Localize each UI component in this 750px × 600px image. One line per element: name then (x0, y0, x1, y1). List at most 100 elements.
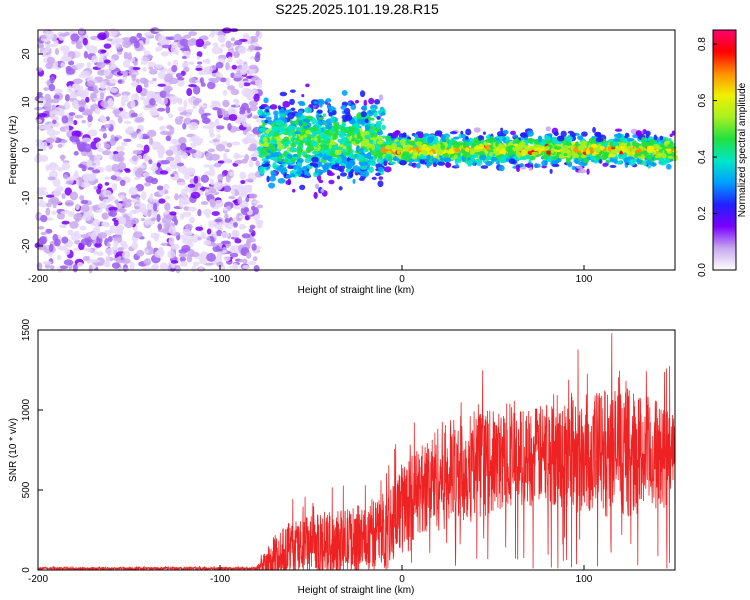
spectrogram-cell (356, 145, 360, 153)
spectrogram-cell (56, 167, 64, 172)
spectrogram-cell (233, 76, 242, 82)
spectrogram-cell (614, 128, 623, 132)
y-tick-label: -20 (21, 238, 32, 253)
spectrogram-cell (90, 231, 98, 241)
spectrogram-cell (103, 69, 111, 77)
spectrogram-cell (399, 160, 407, 166)
spectrogram-cell (296, 152, 302, 159)
spectrogram-cell (72, 78, 83, 84)
spectrogram-cell (188, 77, 197, 84)
spectrogram-cell (75, 62, 84, 70)
spectrogram-cell (270, 145, 275, 153)
spectrogram-cell (61, 220, 70, 225)
spectrogram-cell (52, 119, 57, 125)
spectrogram-cell (556, 135, 565, 142)
spectrogram-cell (245, 240, 251, 249)
spectrogram-cell (222, 99, 230, 108)
spectrogram-cell (226, 142, 233, 148)
spectrogram-cell (207, 81, 216, 90)
spectrogram-cell (293, 164, 298, 171)
spectrogram-cell (78, 176, 83, 186)
spectrogram-cell (519, 163, 524, 167)
spectrogram-cell (48, 162, 58, 171)
spectrogram-cell (666, 163, 672, 170)
spectrogram-cell (87, 114, 93, 123)
spectrogram-cell (302, 154, 311, 158)
spectrogram-cell (147, 209, 152, 218)
spectrogram-cell (142, 153, 149, 162)
spectrogram-cell (230, 88, 240, 96)
spectrogram-cell (119, 179, 126, 187)
spectrogram-cell (548, 157, 553, 162)
spectrogram-cell (465, 136, 469, 140)
spectrogram-cell (396, 149, 401, 155)
spectrogram-cell (208, 164, 214, 170)
spectrogram-cell (498, 164, 505, 172)
spectrogram-cell (83, 143, 92, 153)
spectrogram-cell (143, 144, 150, 154)
spectrogram-cell (73, 213, 83, 221)
spectrogram-cell (45, 44, 50, 53)
y-tick-label: 0 (21, 147, 32, 153)
spectrogram-cell (297, 147, 303, 153)
spectrogram-cell (414, 137, 420, 143)
spectrogram-cell (143, 50, 151, 57)
spectrogram-cell (87, 45, 98, 54)
spectrogram-cell (292, 188, 296, 193)
x-tick-label: 0 (399, 574, 405, 585)
spectrogram-cell (176, 182, 187, 186)
spectrogram-cell (136, 32, 143, 38)
spectrogram-cell (218, 222, 223, 230)
spectrogram-cell (352, 178, 356, 184)
spectrogram-cell (287, 109, 293, 113)
spectrogram-cell (297, 100, 305, 105)
spectrogram-cell (612, 138, 621, 142)
spectrogram-cell (190, 251, 200, 258)
spectrogram-cell (241, 87, 251, 97)
spectrogram-cell (146, 202, 154, 212)
spectrogram-cell (233, 51, 240, 59)
spectrogram-cell (618, 154, 625, 160)
spectrogram-cell (260, 103, 268, 108)
spectrogram-cell (649, 139, 656, 143)
spectrogram-cell (122, 60, 131, 68)
spectrogram-cell (63, 31, 70, 37)
spectrogram-cell (90, 172, 97, 180)
spectrogram-cell (152, 202, 158, 212)
spectrogram-cell (120, 258, 131, 264)
spectrogram-cell (80, 98, 86, 108)
spectrogram-cell (241, 233, 251, 239)
spectrogram-cell (243, 138, 249, 145)
spectrogram-cell (167, 250, 176, 259)
spectrogram-cell (285, 180, 292, 186)
spectrogram-cell (305, 83, 310, 88)
spectrogram-cell (210, 100, 221, 105)
spectrogram-cell (558, 154, 564, 158)
spectrogram-cell (526, 130, 534, 137)
spectrogram-cell (46, 128, 56, 136)
spectrogram-cell (346, 101, 352, 106)
spectrogram-cell (262, 121, 266, 127)
spectrogram-cell (185, 108, 194, 113)
spectrogram-cell (356, 131, 361, 138)
spectrogram-cell (105, 255, 111, 264)
spectrogram-cell (500, 155, 504, 159)
spectrogram-cell (236, 65, 243, 69)
spectrogram-cell (99, 80, 107, 90)
spectrogram-cell (45, 217, 54, 221)
spectrogram-cell (97, 32, 107, 41)
spectrogram-cell (96, 251, 104, 257)
spectrogram-cell (198, 106, 205, 115)
spectrogram-cell (287, 131, 293, 136)
spectrogram-cell (375, 122, 381, 128)
spectrogram-cell (102, 150, 112, 156)
spectrogram-cell (594, 153, 602, 160)
spectrogram-cell (149, 97, 156, 106)
spectrogram-cell (377, 135, 383, 141)
spectrogram-cell (67, 85, 73, 93)
spectrogram-cell (117, 116, 123, 124)
spectrogram-cell (543, 146, 550, 151)
spectrogram-cell (255, 160, 260, 167)
spectrogram-cell (63, 259, 74, 266)
spectrogram-cell (78, 73, 88, 79)
